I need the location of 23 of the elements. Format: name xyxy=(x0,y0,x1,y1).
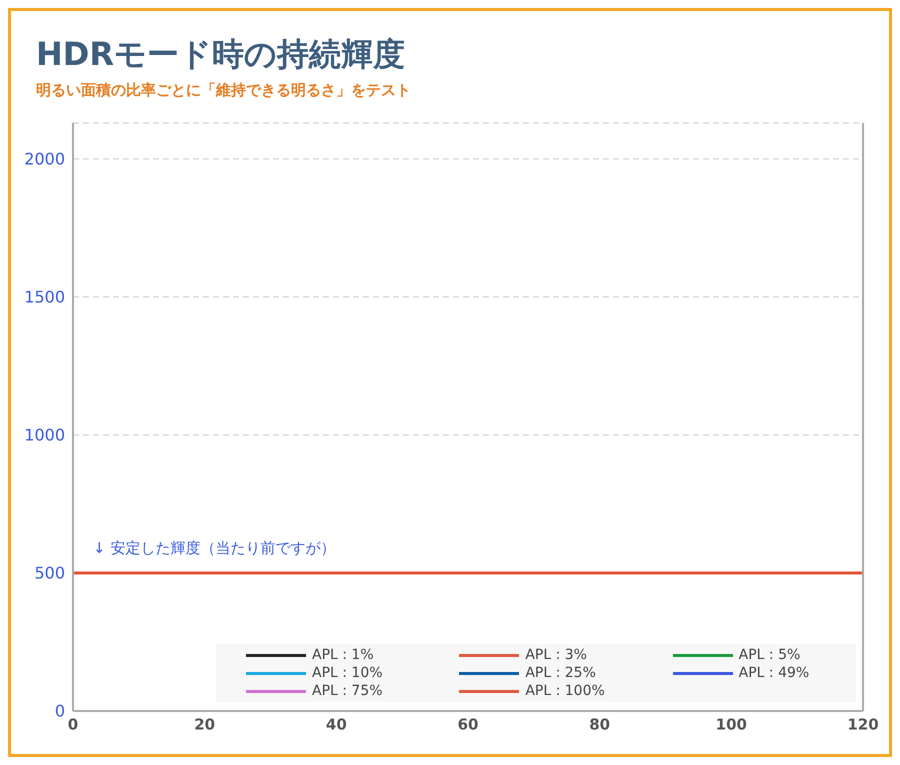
chart-subtitle: 明るい面積の比率ごとに「維持できる明るさ」をテスト xyxy=(36,81,411,100)
chart-title: HDRモード時の持続輝度 xyxy=(36,34,405,75)
x-tick-label: 120 xyxy=(847,716,879,734)
y-tick-label: 1000 xyxy=(24,426,65,445)
legend-label: APL : 1% xyxy=(312,647,374,663)
y-tick-label: 0 xyxy=(54,702,65,721)
y-tick-label: 2000 xyxy=(24,150,65,169)
y-tick-label: 500 xyxy=(34,564,65,583)
x-tick-label: 0 xyxy=(68,716,78,734)
x-tick-label: 100 xyxy=(716,716,747,734)
legend-label: APL : 49% xyxy=(738,665,810,681)
legend-label: APL : 10% xyxy=(312,665,383,681)
legend-label: APL : 5% xyxy=(738,647,800,663)
y-tick-label: 1500 xyxy=(24,288,65,307)
legend-label: APL : 25% xyxy=(525,665,596,681)
x-tick-label: 60 xyxy=(458,716,478,734)
x-tick-label: 20 xyxy=(194,716,216,734)
legend-label: APL : 100% xyxy=(525,683,605,699)
x-tick-label: 80 xyxy=(589,716,610,734)
x-tick-label: 40 xyxy=(326,716,347,734)
annotation: ↓ 安定した輝度（当たり前ですが） xyxy=(93,539,336,558)
legend-label: APL : 3% xyxy=(525,647,587,663)
legend-label: APL : 75% xyxy=(312,683,383,699)
